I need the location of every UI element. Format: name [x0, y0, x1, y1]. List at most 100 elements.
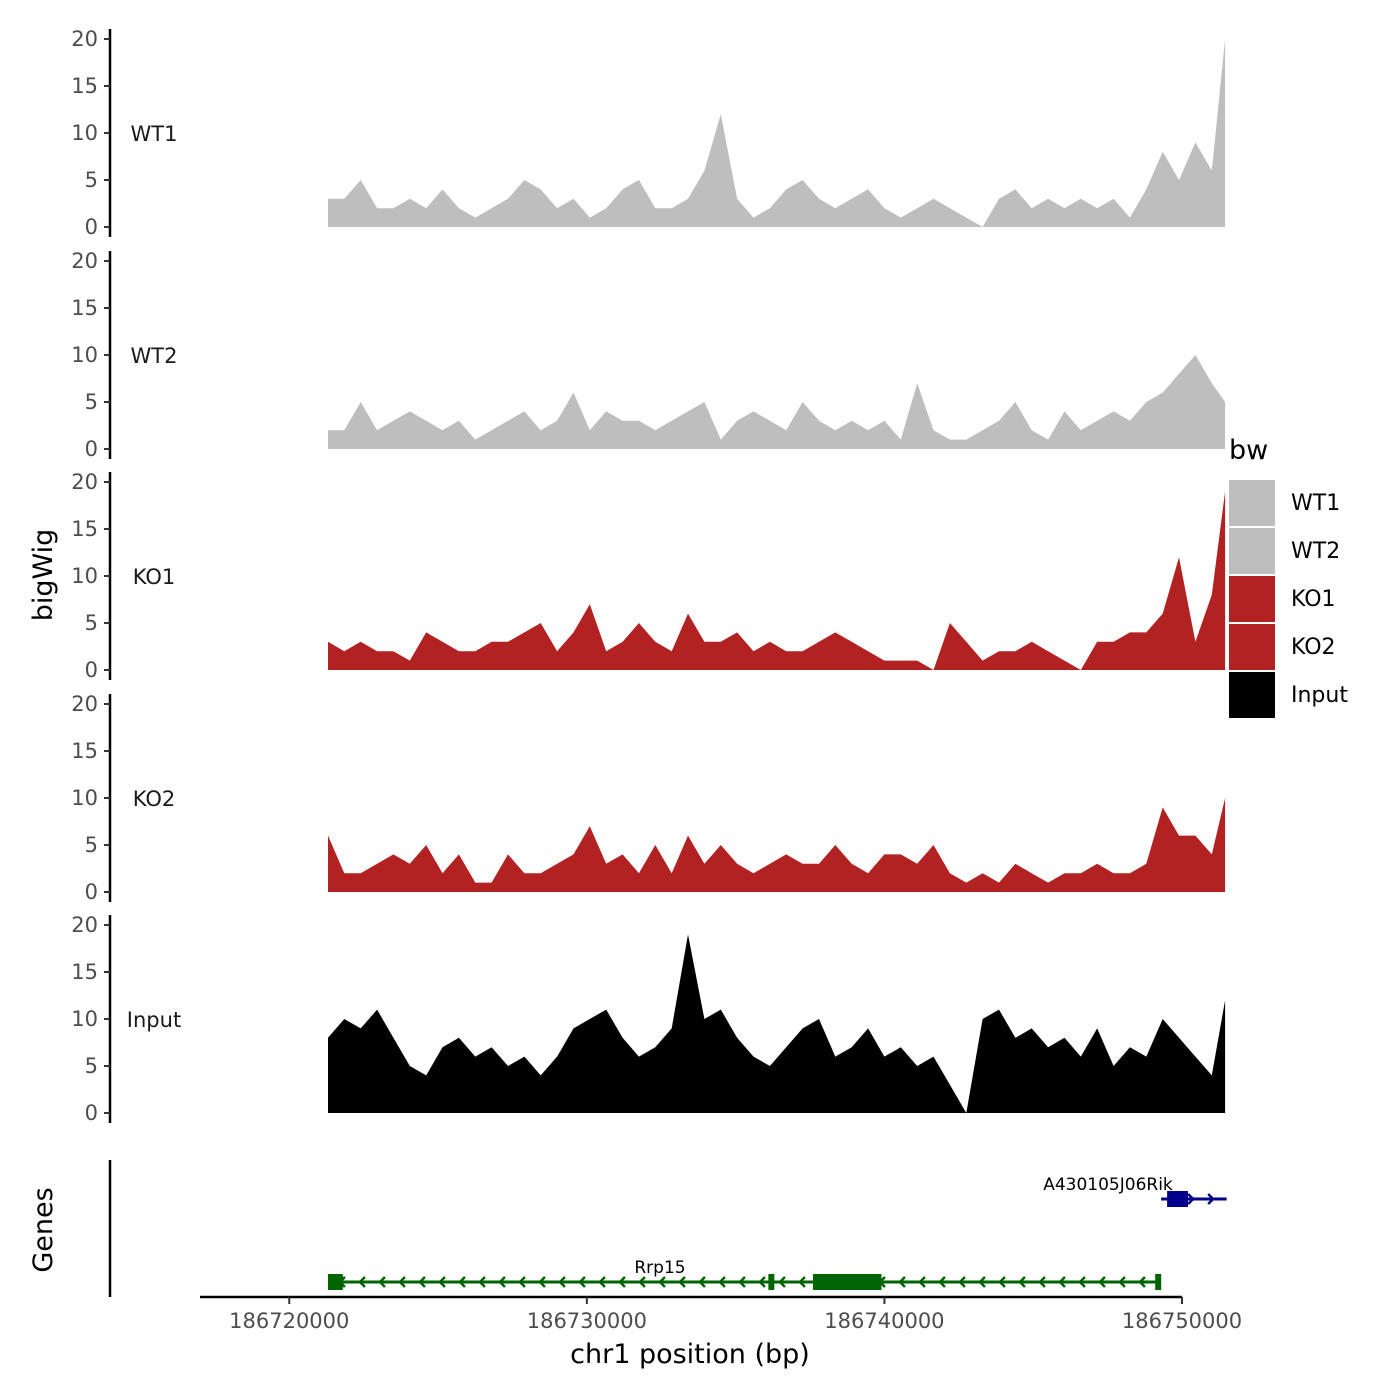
area-ko1 [328, 491, 1226, 670]
strand-chevron [458, 1276, 466, 1288]
y-tick-label: 20 [71, 692, 98, 716]
strand-chevron [1118, 1276, 1126, 1288]
genes-panel: Rrp15 A430105J06Rik [108, 1160, 1227, 1297]
legend-key-ko1 [1229, 576, 1275, 622]
strand-chevron [418, 1276, 426, 1288]
track-ko2: 0 5 10 15 20 KO2 [71, 692, 1226, 904]
legend-label: WT2 [1291, 539, 1340, 564]
track-wt2: 0 5 10 15 20 WT2 [71, 249, 1226, 461]
strand-chevron [1098, 1276, 1106, 1288]
exon [327, 1274, 343, 1290]
track-label: KO1 [133, 565, 176, 589]
strand-chevron [1018, 1276, 1026, 1288]
legend-label: KO2 [1291, 635, 1336, 660]
legend-label: WT1 [1291, 491, 1340, 516]
y-tick-label: 15 [71, 517, 98, 541]
track-label: WT1 [131, 122, 178, 146]
strand-chevron [778, 1276, 786, 1288]
legend-key-ko2 [1229, 624, 1275, 670]
track-wt1: 0 5 10 15 20 WT1 [71, 27, 1226, 239]
gene-label: Rrp15 [634, 1258, 685, 1278]
strand-chevron [438, 1276, 446, 1288]
strand-chevron [898, 1276, 906, 1288]
y-tick-label: 5 [85, 833, 98, 857]
strand-chevron [478, 1276, 486, 1288]
gene-label: A430105J06Rik [1043, 1175, 1173, 1195]
y-tick-label: 15 [71, 960, 98, 984]
y-tick-label: 0 [85, 658, 98, 682]
y-axis-title: bigWig [28, 529, 59, 622]
legend-label: Input [1291, 683, 1348, 708]
y-tick-label: 10 [71, 786, 98, 810]
area-ko2 [328, 798, 1226, 892]
strand-chevron [398, 1276, 406, 1288]
area-input [328, 934, 1226, 1113]
y-tick-label: 15 [71, 296, 98, 320]
exon [813, 1274, 882, 1290]
legend-key-wt2 [1229, 528, 1275, 574]
legend-label: KO1 [1291, 587, 1336, 612]
genes-axis-title: Genes [28, 1187, 59, 1272]
coverage-tracks: 0 5 10 15 20 WT1 0 5 10 15 20 WT2 0 5 10 15 20 KO1 0 5 10 15 2… [71, 27, 1226, 1125]
strand-chevron [1058, 1276, 1066, 1288]
strand-chevron [1078, 1276, 1086, 1288]
strand-chevron [638, 1276, 646, 1288]
track-label: Input [127, 1008, 181, 1032]
y-tick-label: 0 [85, 880, 98, 904]
strand-chevron [558, 1276, 566, 1288]
y-tick-label: 15 [71, 74, 98, 98]
y-tick-label: 10 [71, 343, 98, 367]
x-axis-title: chr1 position (bp) [570, 1339, 810, 1370]
exon [1155, 1274, 1162, 1290]
y-tick-label: 15 [71, 739, 98, 763]
strand-chevron [498, 1276, 506, 1288]
y-tick-label: 20 [71, 913, 98, 937]
exon [1167, 1191, 1188, 1207]
y-tick-label: 20 [71, 27, 98, 51]
strand-chevron [738, 1276, 746, 1288]
y-tick-label: 5 [85, 611, 98, 635]
strand-chevron [618, 1276, 626, 1288]
y-tick-label: 5 [85, 390, 98, 414]
x-tick-label: 186740000 [824, 1309, 944, 1333]
strand-chevron [518, 1276, 526, 1288]
strand-chevron [918, 1276, 926, 1288]
y-tick-label: 10 [71, 1007, 98, 1031]
y-tick-label: 0 [85, 437, 98, 461]
y-tick-label: 10 [71, 121, 98, 145]
strand-chevron [678, 1276, 686, 1288]
x-tick-label: 186730000 [527, 1309, 647, 1333]
strand-chevron [978, 1276, 986, 1288]
y-tick-label: 5 [85, 168, 98, 192]
track-label: WT2 [131, 344, 178, 368]
track-label: KO2 [133, 787, 176, 811]
legend-title: bw [1229, 435, 1268, 466]
strand-chevron [378, 1276, 386, 1288]
strand-chevron [758, 1276, 766, 1288]
strand-chevron [998, 1276, 1006, 1288]
strand-chevron [958, 1276, 966, 1288]
strand-chevron [578, 1276, 586, 1288]
x-axis: 186720000 186730000 186740000 186750000 [200, 1295, 1242, 1333]
strand-chevron [358, 1276, 366, 1288]
gene-a430105j06rik: A430105J06Rik [1043, 1175, 1227, 1207]
area-wt2 [328, 355, 1226, 449]
y-tick-label: 0 [85, 1101, 98, 1125]
strand-chevron [598, 1276, 606, 1288]
gene-rrp15: Rrp15 [327, 1258, 1162, 1290]
track-input: 0 5 10 15 20 Input [71, 913, 1226, 1125]
strand-chevron [938, 1276, 946, 1288]
y-tick-label: 5 [85, 1054, 98, 1078]
legend-key-input [1229, 672, 1275, 718]
strand-chevron [1138, 1276, 1146, 1288]
strand-chevron [1207, 1193, 1215, 1205]
strand-chevron [698, 1276, 706, 1288]
legend: bw WT1 WT2 KO1 KO2 Input [1229, 435, 1348, 718]
y-tick-label: 0 [85, 215, 98, 239]
strand-chevron [1187, 1193, 1195, 1205]
strand-chevron [798, 1276, 806, 1288]
track-ko1: 0 5 10 15 20 KO1 [71, 470, 1226, 682]
strand-chevron [538, 1276, 546, 1288]
